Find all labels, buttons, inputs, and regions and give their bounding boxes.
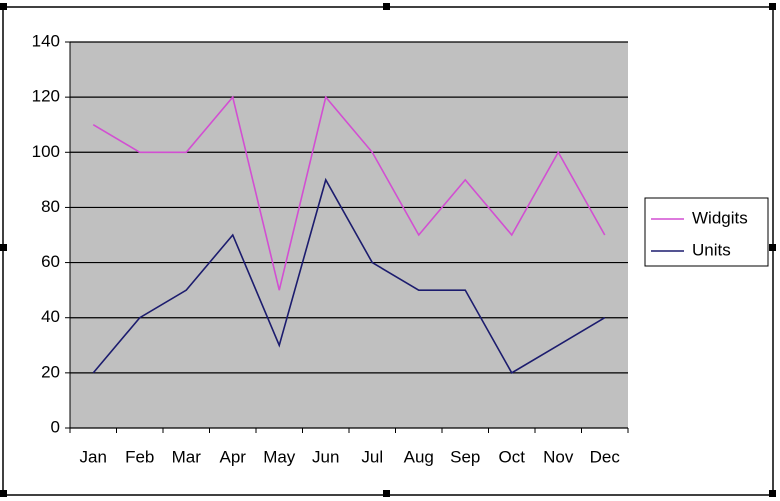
y-tick-label: 80	[41, 197, 60, 216]
legend-label: Units	[692, 240, 731, 259]
y-tick-label: 140	[32, 31, 60, 50]
x-tick-label: Mar	[172, 447, 202, 466]
selection-handles	[0, 3, 776, 497]
axes: 0 20 40 60 80 100 120 140 Jan Feb Mar Apr May Jun Jul A…	[32, 31, 629, 466]
grid	[70, 41, 628, 429]
y-tick-label: 20	[41, 362, 60, 381]
y-tick-label: 120	[32, 87, 60, 106]
y-tick-label: 40	[41, 307, 60, 326]
y-tick-label: 0	[51, 417, 60, 436]
y-tick-label: 100	[32, 142, 60, 161]
x-tick-label: Apr	[220, 447, 247, 466]
x-tick-label: Oct	[499, 447, 526, 466]
x-tick-label: Feb	[125, 447, 154, 466]
plot-area	[70, 42, 628, 428]
y-tick-label: 60	[41, 252, 60, 271]
x-tick-label: Aug	[404, 447, 434, 466]
series-line	[92, 177, 606, 374]
legend: Widgits Units	[644, 197, 769, 267]
legend-label: Widgits	[692, 208, 748, 227]
lines	[92, 95, 606, 374]
x-tick-label: Dec	[590, 447, 621, 466]
x-tick-label: May	[263, 447, 296, 466]
x-tick-label: Sep	[450, 447, 480, 466]
x-tick-label: Jun	[312, 447, 339, 466]
x-tick-label: Jul	[361, 447, 383, 466]
series-line	[92, 95, 606, 291]
x-tick-label: Jan	[80, 447, 107, 466]
x-tick-label: Nov	[543, 447, 574, 466]
legend-box	[644, 197, 769, 267]
